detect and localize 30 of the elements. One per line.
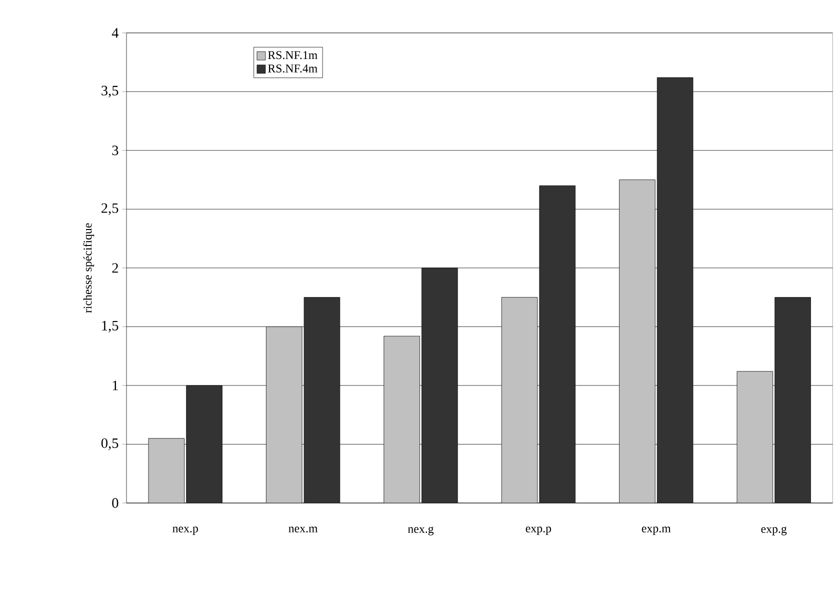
bar <box>148 438 185 504</box>
x-tick-label: exp.m <box>642 526 671 535</box>
bar <box>186 385 222 504</box>
bar <box>656 78 694 504</box>
bar <box>501 297 538 504</box>
bar <box>539 186 576 504</box>
y-tick-label: 2,5 <box>102 204 118 216</box>
y-tick-label: 3,5 <box>102 86 118 98</box>
x-tick-label: exp.p <box>526 526 552 535</box>
y-tick-label: 3 <box>112 146 118 156</box>
y-tick-label: 0,5 <box>101 438 118 450</box>
y-tick-label: 2 <box>112 263 118 273</box>
y-tick-label: 0 <box>112 498 118 508</box>
bar <box>384 336 420 504</box>
bar <box>304 297 340 504</box>
bar <box>422 268 458 504</box>
x-tick-label: nex.m <box>288 526 318 533</box>
bar <box>736 371 774 504</box>
y-axis-title: richesse spécifique <box>83 223 94 314</box>
bar <box>774 297 811 504</box>
x-tick-label: nex.p <box>172 526 198 535</box>
y-tick-label: 1 <box>112 380 118 390</box>
bar <box>619 180 656 504</box>
y-tick-label: 1,5 <box>102 321 118 333</box>
y-tick-label: 4 <box>112 28 119 38</box>
bar <box>266 326 302 504</box>
x-tick-label: nex.g <box>408 526 434 536</box>
x-tick-label: exp.g <box>761 526 787 536</box>
legend-label: RS.NF.1m <box>268 51 318 60</box>
legend-label: RS.NF.4m <box>268 64 318 73</box>
